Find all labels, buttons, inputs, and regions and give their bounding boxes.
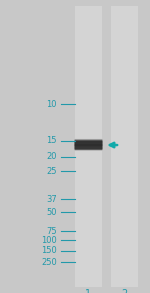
Text: 50: 50 — [46, 208, 57, 217]
Text: 25: 25 — [46, 167, 57, 176]
Text: 1: 1 — [85, 289, 91, 293]
Text: 20: 20 — [46, 152, 57, 161]
Bar — [111, 6, 138, 287]
FancyBboxPatch shape — [75, 144, 102, 150]
Text: 10: 10 — [46, 100, 57, 108]
Text: 75: 75 — [46, 227, 57, 236]
FancyBboxPatch shape — [75, 139, 102, 146]
Text: 2: 2 — [121, 289, 128, 293]
FancyBboxPatch shape — [75, 147, 102, 151]
Bar — [75, 6, 102, 287]
FancyBboxPatch shape — [75, 141, 102, 149]
FancyBboxPatch shape — [75, 139, 102, 144]
Text: 15: 15 — [46, 136, 57, 145]
Text: 250: 250 — [41, 258, 57, 267]
Text: 100: 100 — [41, 236, 57, 245]
Text: 37: 37 — [46, 195, 57, 204]
Text: 150: 150 — [41, 246, 57, 255]
